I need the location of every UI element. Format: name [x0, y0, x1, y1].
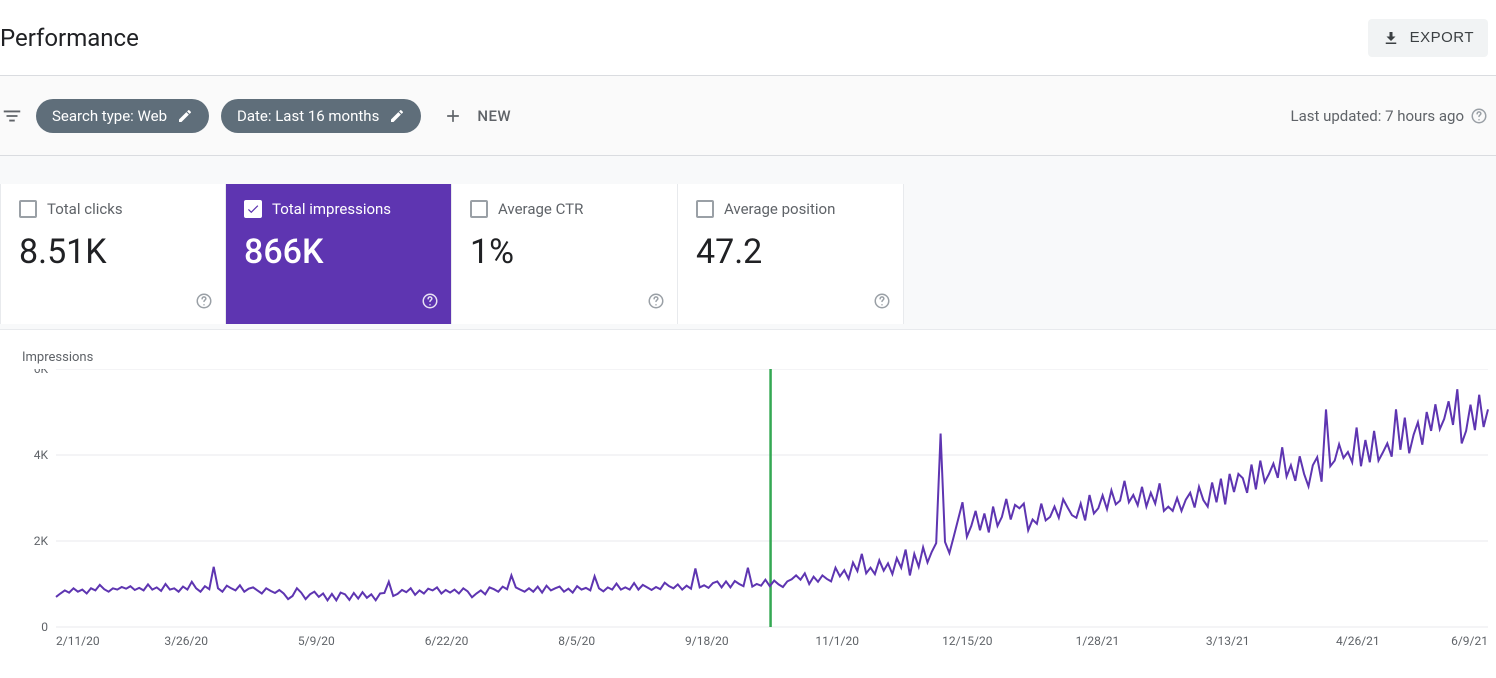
filter-icon[interactable]: [0, 105, 24, 127]
svg-text:11/1/20: 11/1/20: [815, 634, 859, 648]
metric-value: 47.2: [696, 232, 885, 272]
checkbox-icon: [470, 200, 488, 218]
metric-card-average-ctr[interactable]: Average CTR 1%: [452, 184, 678, 324]
filter-left: Search type: Web Date: Last 16 months NE…: [0, 99, 511, 133]
edit-icon: [177, 108, 193, 124]
export-button[interactable]: EXPORT: [1368, 19, 1488, 57]
svg-text:1/28/21: 1/28/21: [1076, 634, 1120, 648]
metric-label: Average position: [724, 200, 835, 218]
chip-date[interactable]: Date: Last 16 months: [221, 99, 421, 133]
svg-text:2/11/20: 2/11/20: [56, 634, 100, 648]
metric-head: Total clicks: [19, 200, 207, 218]
export-label: EXPORT: [1410, 29, 1474, 46]
metrics-row: Total clicks 8.51K Total impressions 866…: [0, 156, 1496, 330]
plus-icon: [443, 106, 463, 126]
svg-text:2K: 2K: [34, 534, 49, 548]
help-icon[interactable]: [1470, 107, 1488, 125]
page-title: Performance: [0, 24, 139, 52]
svg-text:8/5/20: 8/5/20: [558, 634, 595, 648]
help-icon[interactable]: [195, 292, 213, 314]
chip-date-label: Date: Last 16 months: [237, 107, 379, 125]
svg-text:12/15/20: 12/15/20: [942, 634, 993, 648]
header: Performance EXPORT: [0, 0, 1496, 76]
metric-head: Total impressions: [244, 200, 433, 218]
svg-text:6K: 6K: [34, 369, 49, 376]
add-filter-label: NEW: [477, 107, 511, 125]
last-updated-text: Last updated: 7 hours ago: [1290, 107, 1464, 125]
chip-search-type-label: Search type: Web: [52, 107, 167, 125]
metric-head: Average CTR: [470, 200, 659, 218]
metric-label: Average CTR: [498, 200, 583, 218]
download-icon: [1382, 29, 1400, 47]
metric-card-total-impressions[interactable]: Total impressions 866K: [226, 184, 452, 324]
svg-text:4/26/21: 4/26/21: [1336, 634, 1380, 648]
svg-text:5/9/20: 5/9/20: [298, 634, 335, 648]
chip-search-type[interactable]: Search type: Web: [36, 99, 209, 133]
metric-label: Total clicks: [47, 200, 123, 218]
metric-card-total-clicks[interactable]: Total clicks 8.51K: [0, 184, 226, 324]
metric-label: Total impressions: [272, 200, 391, 218]
chart-y-title: Impressions: [22, 350, 1474, 365]
svg-text:3/13/21: 3/13/21: [1206, 634, 1250, 648]
metric-value: 8.51K: [19, 232, 207, 272]
svg-text:0: 0: [41, 620, 48, 634]
metric-head: Average position: [696, 200, 885, 218]
help-icon[interactable]: [873, 292, 891, 314]
checkbox-icon: [696, 200, 714, 218]
edit-icon: [389, 108, 405, 124]
last-updated: Last updated: 7 hours ago: [1290, 107, 1488, 125]
svg-text:6/9/21: 6/9/21: [1451, 634, 1488, 648]
metric-value: 866K: [244, 232, 433, 272]
metric-value: 1%: [470, 232, 659, 272]
impressions-chart: 0 2K 4K 6K 2/11/20 3/26/20 5/9/20 6/22/20 8/5/20…: [22, 369, 1496, 657]
svg-text:9/18/20: 9/18/20: [685, 634, 729, 648]
svg-text:3/26/20: 3/26/20: [164, 634, 208, 648]
checkbox-icon: [244, 200, 262, 218]
svg-text:6/22/20: 6/22/20: [425, 634, 469, 648]
help-icon[interactable]: [421, 292, 439, 314]
filter-bar: Search type: Web Date: Last 16 months NE…: [0, 76, 1496, 156]
checkbox-icon: [19, 200, 37, 218]
help-icon[interactable]: [647, 292, 665, 314]
chart-area: Impressions 0 2K 4K 6K 2/11/20 3/26/20 5/9/20 6…: [0, 330, 1496, 667]
add-filter-button[interactable]: NEW: [433, 106, 511, 126]
metric-card-average-position[interactable]: Average position 47.2: [678, 184, 904, 324]
svg-text:4K: 4K: [34, 448, 49, 462]
